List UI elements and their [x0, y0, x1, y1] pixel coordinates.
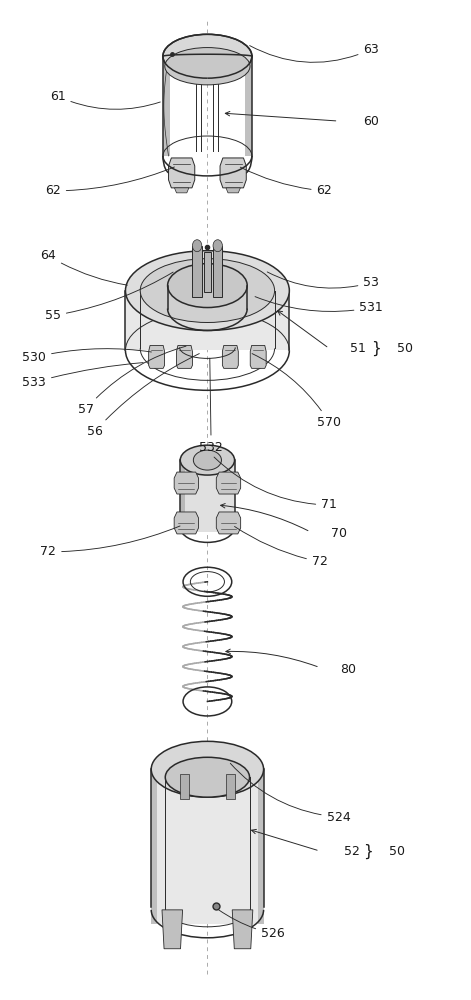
Text: 57: 57: [78, 346, 186, 416]
Text: 52: 52: [344, 845, 360, 858]
Ellipse shape: [194, 450, 221, 470]
Ellipse shape: [213, 240, 222, 252]
Ellipse shape: [151, 741, 264, 797]
Polygon shape: [125, 291, 289, 350]
Text: }: }: [371, 341, 381, 356]
Polygon shape: [151, 769, 264, 924]
Text: 532: 532: [199, 358, 223, 454]
Polygon shape: [258, 769, 264, 924]
Text: 63: 63: [250, 43, 379, 62]
Ellipse shape: [193, 240, 202, 252]
Text: 530: 530: [22, 349, 151, 364]
Ellipse shape: [125, 251, 289, 330]
Text: 72: 72: [235, 526, 328, 568]
Polygon shape: [149, 345, 164, 368]
Polygon shape: [174, 512, 198, 534]
Ellipse shape: [165, 757, 250, 797]
Ellipse shape: [165, 48, 250, 85]
Text: 62: 62: [45, 167, 174, 197]
Text: 71: 71: [214, 457, 337, 511]
Polygon shape: [216, 512, 241, 534]
Polygon shape: [213, 246, 222, 297]
Text: 533: 533: [22, 363, 143, 389]
Text: 64: 64: [41, 249, 128, 285]
Text: }: }: [363, 843, 373, 859]
Polygon shape: [250, 345, 266, 368]
Text: 50: 50: [397, 342, 413, 355]
Text: 531: 531: [255, 297, 383, 314]
Text: 80: 80: [340, 663, 356, 676]
Polygon shape: [179, 774, 189, 799]
Polygon shape: [245, 56, 252, 156]
Text: 53: 53: [267, 272, 379, 289]
Text: 524: 524: [230, 763, 350, 824]
Polygon shape: [174, 472, 198, 494]
Polygon shape: [162, 910, 183, 949]
Text: 60: 60: [363, 115, 379, 128]
Ellipse shape: [140, 259, 275, 322]
Polygon shape: [151, 769, 157, 924]
Polygon shape: [216, 472, 241, 494]
Polygon shape: [220, 158, 246, 188]
Polygon shape: [222, 345, 238, 368]
Polygon shape: [180, 460, 235, 532]
Polygon shape: [177, 345, 193, 368]
Text: 72: 72: [41, 526, 180, 558]
Text: 526: 526: [218, 909, 285, 940]
Text: 55: 55: [45, 272, 173, 322]
Polygon shape: [232, 910, 253, 949]
Ellipse shape: [168, 264, 247, 308]
Polygon shape: [163, 56, 170, 156]
Ellipse shape: [163, 34, 252, 78]
Text: 70: 70: [331, 527, 347, 540]
Polygon shape: [174, 188, 189, 193]
Polygon shape: [193, 246, 202, 297]
Polygon shape: [180, 460, 185, 532]
Polygon shape: [226, 188, 240, 193]
Polygon shape: [204, 252, 211, 292]
Polygon shape: [226, 774, 236, 799]
Text: 50: 50: [389, 845, 405, 858]
Text: 51: 51: [350, 342, 366, 355]
Text: 62: 62: [240, 167, 333, 197]
Ellipse shape: [180, 445, 235, 475]
Polygon shape: [169, 158, 195, 188]
Text: 570: 570: [252, 354, 341, 429]
Text: 61: 61: [50, 90, 160, 109]
Text: 56: 56: [87, 354, 199, 438]
